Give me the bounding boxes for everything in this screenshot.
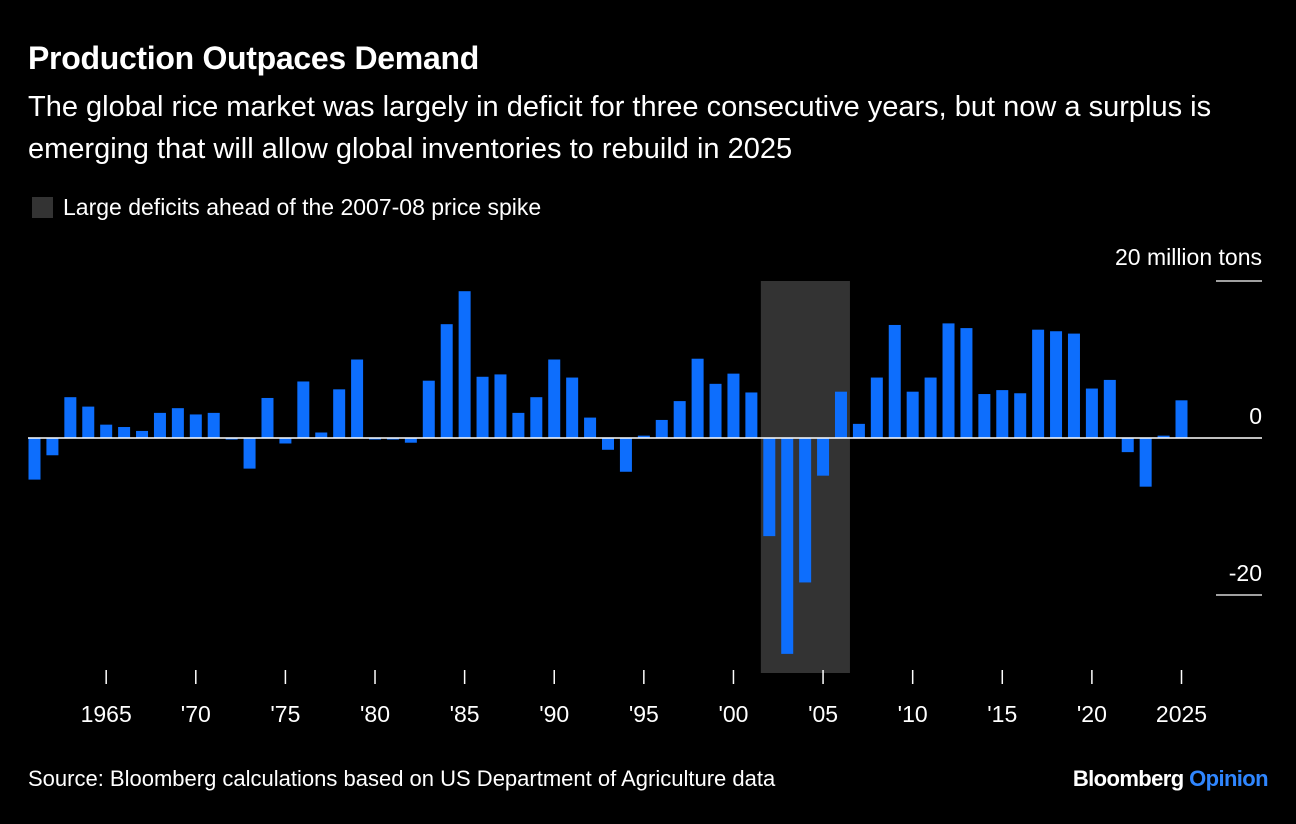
bar-2025 <box>1175 400 1188 438</box>
bar-1996 <box>655 419 668 438</box>
y-unit-label: 20 million tons <box>1115 244 1262 270</box>
bar-1982 <box>404 438 417 443</box>
bar-2000 <box>727 373 740 438</box>
bar-1983 <box>422 380 435 438</box>
chart-title: Production Outpaces Demand <box>28 40 479 76</box>
bar-1965 <box>100 424 113 438</box>
bar-1997 <box>673 401 686 438</box>
x-tick-label-1995: '95 <box>629 701 659 727</box>
bar-2003 <box>781 438 794 654</box>
bar-1980 <box>369 438 382 440</box>
x-tick-label-1990: '90 <box>539 701 569 727</box>
bar-1994 <box>619 438 632 472</box>
brand-suffix: Opinion <box>1189 766 1269 791</box>
bar-2022 <box>1121 438 1134 453</box>
bar-2008 <box>870 377 883 438</box>
bar-1981 <box>386 438 399 440</box>
x-tick-label-2020: '20 <box>1077 701 1107 727</box>
x-tick-label-1970: '70 <box>181 701 211 727</box>
x-tick-label-1965: 1965 <box>81 701 132 727</box>
bar-1985 <box>458 291 471 438</box>
bar-1979 <box>351 359 364 438</box>
bar-1970 <box>189 414 202 438</box>
bar-1990 <box>548 359 561 438</box>
legend: Large deficits ahead of the 2007-08 pric… <box>32 192 541 222</box>
bar-1995 <box>637 435 650 438</box>
bar-2001 <box>745 392 758 438</box>
bar-2011 <box>924 377 937 438</box>
bar-1978 <box>333 389 346 438</box>
chart-subtitle: The global rice market was largely in de… <box>28 91 1212 165</box>
legend-swatch <box>32 196 53 218</box>
bar-1974 <box>261 397 274 438</box>
bar-1961 <box>28 438 41 480</box>
bar-2016 <box>1014 393 1027 438</box>
bar-1992 <box>584 417 597 438</box>
bar-2013 <box>960 328 973 438</box>
bar-1991 <box>566 377 579 438</box>
bar-2006 <box>834 391 847 438</box>
bar-2023 <box>1139 438 1152 487</box>
x-tick-label-2005: '05 <box>808 701 838 727</box>
bar-1972 <box>225 438 238 440</box>
bar-1999 <box>709 383 722 438</box>
bar-1984 <box>440 324 453 438</box>
bar-1976 <box>297 381 310 438</box>
bar-1964 <box>82 406 95 438</box>
bar-2018 <box>1050 331 1063 438</box>
bloomberg-opinion-logo: Bloomberg Opinion <box>1072 766 1269 792</box>
bar-2002 <box>763 438 776 537</box>
bar-1998 <box>691 358 704 438</box>
bar-2004 <box>799 438 812 583</box>
bar-2014 <box>978 394 991 438</box>
bar-1963 <box>64 397 77 438</box>
bar-1975 <box>279 438 292 444</box>
source-note: Source: Bloomberg calculations based on … <box>28 766 776 791</box>
x-tick-label-2015: '15 <box>987 701 1017 727</box>
y-tick-label--20: -20 <box>1229 560 1262 586</box>
bar-1969 <box>171 408 184 438</box>
bar-1988 <box>512 412 525 438</box>
bar-2020 <box>1085 388 1098 438</box>
bar-1993 <box>602 438 614 450</box>
x-tick-label-1985: '85 <box>450 701 480 727</box>
legend-label: Large deficits ahead of the 2007-08 pric… <box>63 193 542 220</box>
bar-2017 <box>1032 329 1045 438</box>
bar-1971 <box>207 412 220 438</box>
x-tick-label-2025: 2025 <box>1156 701 1207 727</box>
bar-1987 <box>494 374 507 438</box>
bar-2005 <box>817 438 830 476</box>
bar-2007 <box>852 423 865 438</box>
bar-2010 <box>906 391 919 438</box>
bar-1986 <box>476 376 489 438</box>
bar-1966 <box>118 427 131 438</box>
bar-2019 <box>1067 333 1080 438</box>
x-tick-label-2000: '00 <box>718 701 748 727</box>
bar-chart: 0 -20 20 million tons 1965 '70 '75 '80 '85 '90 '9… <box>28 244 1262 727</box>
bar-1973 <box>243 438 256 469</box>
x-tick-label-1980: '80 <box>360 701 390 727</box>
y-tick-label-0: 0 <box>1249 403 1262 429</box>
brand-name: Bloomberg <box>1072 766 1184 791</box>
bar-1962 <box>46 438 59 456</box>
x-tick-label-1975: '75 <box>270 701 300 727</box>
bar-2024 <box>1157 435 1170 438</box>
x-tick-label-2010: '10 <box>898 701 928 727</box>
bar-2009 <box>888 324 901 438</box>
bar-2015 <box>996 390 1009 438</box>
bar-2021 <box>1103 379 1116 438</box>
bar-1967 <box>136 430 149 438</box>
bar-1968 <box>153 412 166 438</box>
bar-1989 <box>530 397 543 438</box>
bar-2012 <box>942 323 955 438</box>
bar-1977 <box>315 432 328 438</box>
